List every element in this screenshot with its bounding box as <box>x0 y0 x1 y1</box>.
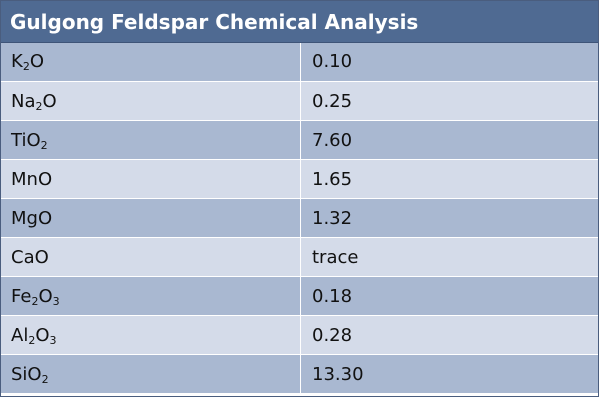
value-cell: trace <box>301 238 598 276</box>
formula-subscript: 2 <box>22 60 30 73</box>
compound-cell: MnO <box>1 160 301 198</box>
table-row: K2O 0.10 <box>1 43 598 81</box>
value-cell: 7.60 <box>301 121 598 159</box>
table-row: MgO 1.32 <box>1 198 598 237</box>
formula-subscript: 2 <box>28 334 36 347</box>
formula-subscript: 3 <box>49 334 57 347</box>
compound-cell: SiO2 <box>1 355 301 393</box>
compound-cell: Na2O <box>1 82 301 120</box>
table-row: Al2O3 0.28 <box>1 315 598 354</box>
formula-subscript: 2 <box>35 100 43 113</box>
compound-cell: MgO <box>1 199 301 237</box>
compound-cell: Al2O3 <box>1 316 301 354</box>
compound-cell: CaO <box>1 238 301 276</box>
table-body: K2O 0.10 Na2O 0.25 TiO2 7.60 MnO 1.65 Mg… <box>1 43 598 393</box>
table-row: Fe2O3 0.18 <box>1 276 598 315</box>
table-title: Gulgong Feldspar Chemical Analysis <box>1 1 598 43</box>
table-row: Na2O 0.25 <box>1 81 598 120</box>
value-cell: 1.32 <box>301 199 598 237</box>
compound-cell: Fe2O3 <box>1 277 301 315</box>
value-cell: 1.65 <box>301 160 598 198</box>
value-cell: 0.10 <box>301 43 598 81</box>
value-cell: 0.28 <box>301 316 598 354</box>
formula-subscript: 2 <box>41 373 49 386</box>
value-cell: 13.30 <box>301 355 598 393</box>
formula-subscript: 2 <box>31 295 39 308</box>
compound-cell: K2O <box>1 43 301 81</box>
table-row: CaO trace <box>1 237 598 276</box>
formula-subscript: 2 <box>40 139 48 152</box>
table-row: TiO2 7.60 <box>1 120 598 159</box>
compound-cell: TiO2 <box>1 121 301 159</box>
table-row: SiO2 13.30 <box>1 354 598 393</box>
value-cell: 0.18 <box>301 277 598 315</box>
value-cell: 0.25 <box>301 82 598 120</box>
table-row: MnO 1.65 <box>1 159 598 198</box>
formula-subscript: 3 <box>52 295 60 308</box>
chemical-analysis-table: Gulgong Feldspar Chemical Analysis K2O 0… <box>0 0 599 397</box>
